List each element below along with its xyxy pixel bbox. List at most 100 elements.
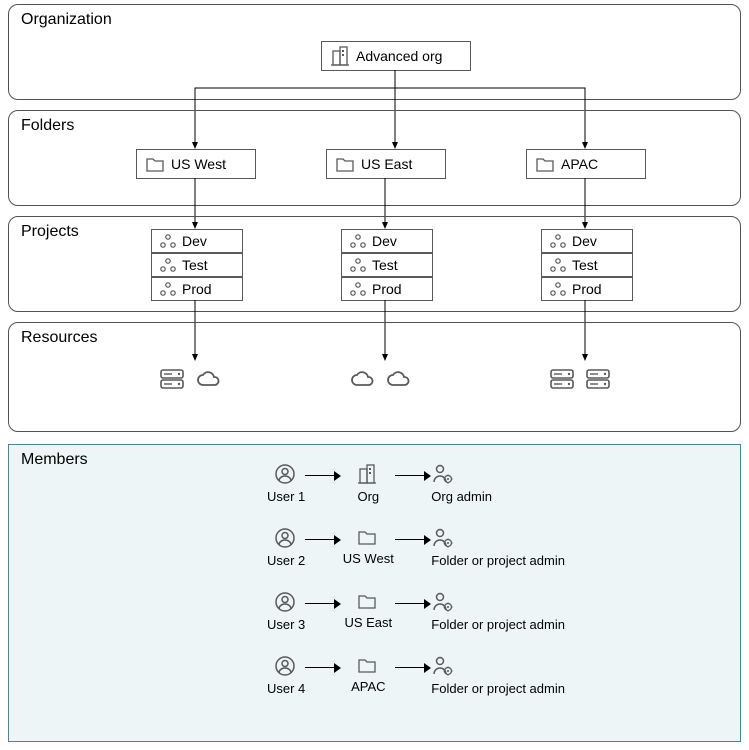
project-label: Prod <box>572 281 602 297</box>
user-icon <box>274 591 298 615</box>
folder-icon <box>145 154 165 174</box>
dots-icon <box>348 232 366 250</box>
dots-icon <box>158 256 176 274</box>
building-icon <box>330 45 350 67</box>
member-row-1: User 2 US West Folder or project admin <box>267 527 565 568</box>
admin-icon <box>431 655 455 679</box>
project-label: Test <box>182 257 208 273</box>
server-icon <box>585 367 613 393</box>
resources-group-2 <box>549 367 613 393</box>
member-mid-col: US East <box>341 591 395 630</box>
project-dev: Dev <box>541 229 633 253</box>
folder-uswest: US West <box>136 149 256 179</box>
member-mid-label: US West <box>343 551 394 566</box>
dots-icon <box>548 232 566 250</box>
member-user-col: User 4 <box>267 655 305 696</box>
project-label: Dev <box>372 233 397 249</box>
member-mid-col: Org <box>341 463 395 504</box>
building-icon <box>357 463 379 487</box>
folder-icon <box>357 591 379 613</box>
organization-title: Organization <box>21 11 112 29</box>
member-row-3: User 4 APAC Folder or project admin <box>267 655 565 696</box>
resources-title: Resources <box>21 329 97 347</box>
project-test: Test <box>541 253 633 277</box>
member-mid-label: Org <box>357 489 379 504</box>
member-row-2: User 3 US East Folder or project admin <box>267 591 565 632</box>
cloud-icon <box>195 367 223 393</box>
resources-group-1 <box>349 367 413 393</box>
project-label: Test <box>572 257 598 273</box>
dots-icon <box>158 232 176 250</box>
server-icon <box>159 367 187 393</box>
member-user-col: User 3 <box>267 591 305 632</box>
projects-title: Projects <box>21 223 79 241</box>
dots-icon <box>548 280 566 298</box>
project-label: Test <box>372 257 398 273</box>
members-title: Members <box>21 451 88 469</box>
arrow-icon <box>395 655 431 681</box>
org-label: Advanced org <box>356 48 442 64</box>
dots-icon <box>348 256 366 274</box>
folder-useast: US East <box>326 149 446 179</box>
member-mid-col: APAC <box>341 655 395 694</box>
member-user-label: User 2 <box>267 553 305 568</box>
member-user-label: User 4 <box>267 681 305 696</box>
project-label: Dev <box>182 233 207 249</box>
member-role-label: Folder or project admin <box>431 553 565 568</box>
member-mid-label: APAC <box>351 679 385 694</box>
member-mid-label: US East <box>344 615 392 630</box>
folders-section: Folders US West US East APAC <box>8 110 741 206</box>
arrow-icon <box>305 655 341 681</box>
project-dev: Dev <box>151 229 243 253</box>
member-user-label: User 3 <box>267 617 305 632</box>
project-label: Prod <box>182 281 212 297</box>
server-icon <box>549 367 577 393</box>
admin-icon <box>431 527 455 551</box>
user-icon <box>274 527 298 551</box>
dots-icon <box>348 280 366 298</box>
project-prod: Prod <box>341 277 433 301</box>
projects-section: Projects Dev Test Prod Dev Test Prod Dev… <box>8 216 741 312</box>
user-icon <box>274 655 298 679</box>
member-role-col: Folder or project admin <box>431 591 565 632</box>
member-role-col: Folder or project admin <box>431 655 565 696</box>
member-user-label: User 1 <box>267 489 305 504</box>
folder-icon <box>335 154 355 174</box>
folder-icon <box>535 154 555 174</box>
resources-section: Resources <box>8 322 741 432</box>
folder-apac: APAC <box>526 149 646 179</box>
admin-icon <box>431 463 455 487</box>
organization-section: Organization Advanced org <box>8 4 741 100</box>
project-test: Test <box>341 253 433 277</box>
member-user-col: User 2 <box>267 527 305 568</box>
member-mid-col: US West <box>341 527 395 566</box>
admin-icon <box>431 591 455 615</box>
resources-group-0 <box>159 367 223 393</box>
member-row-0: User 1 Org Org admin <box>267 463 492 504</box>
arrow-icon <box>395 591 431 617</box>
project-dev: Dev <box>341 229 433 253</box>
org-node: Advanced org <box>321 41 471 71</box>
members-section: Members User 1 Org Org admin User 2 US W… <box>8 444 741 742</box>
project-label: Prod <box>372 281 402 297</box>
folder-label: US West <box>171 156 226 172</box>
member-role-label: Folder or project admin <box>431 617 565 632</box>
arrow-icon <box>395 527 431 553</box>
user-icon <box>274 463 298 487</box>
arrow-icon <box>305 527 341 553</box>
folder-icon <box>357 655 379 677</box>
folders-title: Folders <box>21 117 74 135</box>
member-role-col: Folder or project admin <box>431 527 565 568</box>
folder-label: US East <box>361 156 412 172</box>
dots-icon <box>158 280 176 298</box>
arrow-icon <box>395 463 431 489</box>
project-label: Dev <box>572 233 597 249</box>
member-role-label: Folder or project admin <box>431 681 565 696</box>
project-test: Test <box>151 253 243 277</box>
project-prod: Prod <box>541 277 633 301</box>
cloud-icon <box>349 367 377 393</box>
dots-icon <box>548 256 566 274</box>
member-user-col: User 1 <box>267 463 305 504</box>
member-role-label: Org admin <box>431 489 492 504</box>
project-prod: Prod <box>151 277 243 301</box>
